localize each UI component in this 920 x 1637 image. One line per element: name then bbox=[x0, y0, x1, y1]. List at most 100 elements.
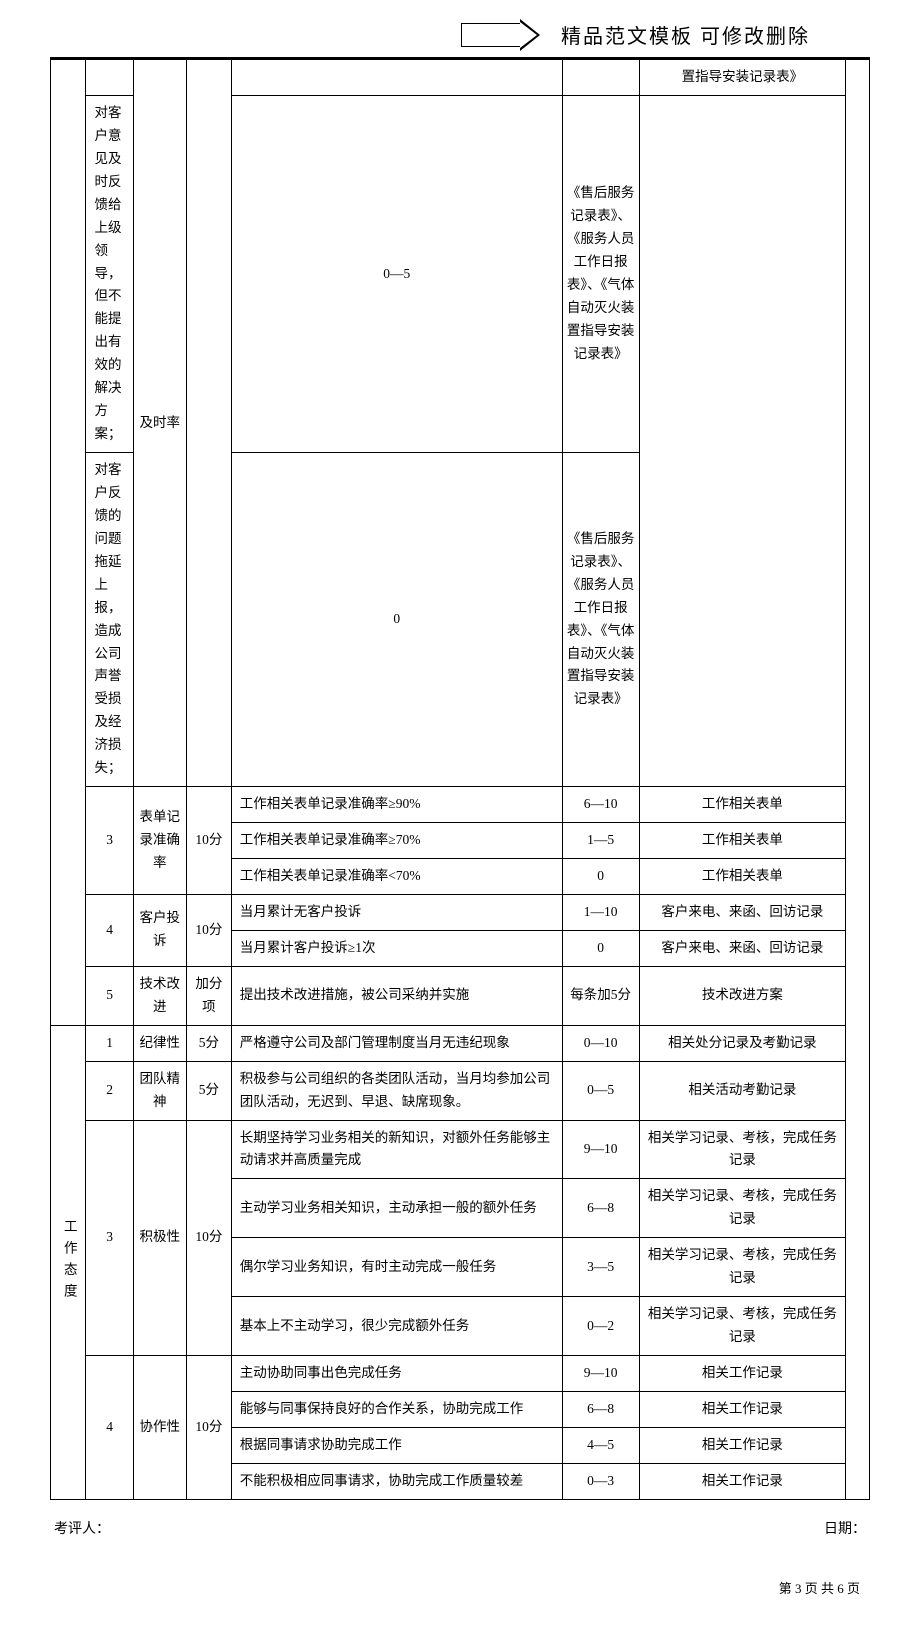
footer-row: 考评人： 日期： bbox=[50, 1518, 870, 1538]
table-cell: 相关学习记录、考核，完成任务记录 bbox=[639, 1120, 846, 1179]
table-cell: 4—5 bbox=[562, 1427, 639, 1463]
table-cell: 工作相关表单 bbox=[639, 823, 846, 859]
table-cell: 0—10 bbox=[562, 1025, 639, 1061]
table-cell: 9—10 bbox=[562, 1120, 639, 1179]
table-cell: 5分 bbox=[186, 1025, 231, 1061]
table-cell: 10分 bbox=[186, 894, 231, 966]
table-cell: 工作相关表单记录准确率<70% bbox=[231, 859, 562, 895]
table-cell: 工作态度 bbox=[51, 1025, 86, 1499]
table-cell bbox=[231, 60, 562, 96]
table-cell: 加分项 bbox=[186, 966, 231, 1025]
table-cell: 提出技术改进措施，被公司采纳并实施 bbox=[231, 966, 562, 1025]
table-cell: 技术改进方案 bbox=[639, 966, 846, 1025]
table-cell: 当月累计无客户投诉 bbox=[231, 894, 562, 930]
table-body: 及时率置指导安装记录表》对客户意见及时反馈给上级领导，但不能提出有效的解决方案；… bbox=[51, 60, 870, 1500]
table-row: 工作态度1纪律性5分严格遵守公司及部门管理制度当月无违纪现象0—10相关处分记录… bbox=[51, 1025, 870, 1061]
table-cell: 1 bbox=[86, 1025, 133, 1061]
table-cell: 4 bbox=[86, 894, 133, 966]
table-cell: 0 bbox=[562, 859, 639, 895]
table-cell: 工作相关表单记录准确率≥70% bbox=[231, 823, 562, 859]
table-cell: 对客户反馈的问题拖延上报，造成公司声誉受损及经济损失； bbox=[86, 453, 133, 787]
table-cell: 当月累计客户投诉≥1次 bbox=[231, 930, 562, 966]
table-cell: 3—5 bbox=[562, 1238, 639, 1297]
table-cell: 工作相关表单 bbox=[639, 859, 846, 895]
table-cell: 纪律性 bbox=[133, 1025, 186, 1061]
arrow-icon bbox=[461, 23, 521, 47]
table-row: 4客户投诉10分当月累计无客户投诉1—10客户来电、来函、回访记录 bbox=[51, 894, 870, 930]
table-cell: 客户投诉 bbox=[133, 894, 186, 966]
table-cell: 0 bbox=[562, 930, 639, 966]
table-cell: 相关活动考勤记录 bbox=[639, 1061, 846, 1120]
table-row: 4协作性10分主动协助同事出色完成任务9—10相关工作记录 bbox=[51, 1356, 870, 1392]
table-cell: 6—8 bbox=[562, 1391, 639, 1427]
table-cell: 客户来电、来函、回访记录 bbox=[639, 894, 846, 930]
table-cell: 每条加5分 bbox=[562, 966, 639, 1025]
table-cell: 置指导安装记录表》 bbox=[639, 60, 846, 96]
table-cell: 10分 bbox=[186, 1120, 231, 1356]
table-cell: 客户来电、来函、回访记录 bbox=[639, 930, 846, 966]
table-cell: 表单记录准确率 bbox=[133, 787, 186, 895]
table-cell: 3 bbox=[86, 787, 133, 895]
table-cell bbox=[86, 60, 133, 96]
table-cell: 6—8 bbox=[562, 1179, 639, 1238]
table-cell: 0—3 bbox=[562, 1463, 639, 1499]
table-cell: 相关学习记录、考核，完成任务记录 bbox=[639, 1179, 846, 1238]
table-cell: 0—2 bbox=[562, 1297, 639, 1356]
table-cell: 5 bbox=[86, 966, 133, 1025]
date-label: 日期： bbox=[824, 1518, 866, 1538]
table-cell: 相关工作记录 bbox=[639, 1463, 846, 1499]
table-cell: 1—10 bbox=[562, 894, 639, 930]
table-cell: 对客户意见及时反馈给上级领导，但不能提出有效的解决方案； bbox=[86, 95, 133, 452]
table-cell: 10分 bbox=[186, 1356, 231, 1500]
table-cell: 技术改进 bbox=[133, 966, 186, 1025]
table-cell: 《售后服务记录表》、《服务人员工作日报表》、《气体自动灭火装置指导安装记录表》 bbox=[562, 95, 639, 452]
table-row: 3积极性10分长期坚持学习业务相关的新知识，对额外任务能够主动请求并高质量完成9… bbox=[51, 1120, 870, 1179]
table-cell: 9—10 bbox=[562, 1356, 639, 1392]
table-row: 及时率置指导安装记录表》 bbox=[51, 60, 870, 96]
table-cell: 及时率 bbox=[133, 60, 186, 787]
table-cell: 协作性 bbox=[133, 1356, 186, 1500]
table-cell: 偶尔学习业务知识，有时主动完成一般任务 bbox=[231, 1238, 562, 1297]
table-cell: 2 bbox=[86, 1061, 133, 1120]
table-cell: 严格遵守公司及部门管理制度当月无违纪现象 bbox=[231, 1025, 562, 1061]
table-cell: 0—5 bbox=[231, 95, 562, 452]
reviewer-label: 考评人： bbox=[54, 1518, 110, 1538]
table-cell: 4 bbox=[86, 1356, 133, 1500]
table-cell: 5分 bbox=[186, 1061, 231, 1120]
header-section: 精品范文模板 可修改删除 bbox=[50, 20, 870, 49]
table-cell: 0 bbox=[231, 453, 562, 787]
table-cell: 工作相关表单 bbox=[639, 787, 846, 823]
table-cell: 相关工作记录 bbox=[639, 1356, 846, 1392]
table-row: 2团队精神5分积极参与公司组织的各类团队活动，当月均参加公司团队活动，无迟到、早… bbox=[51, 1061, 870, 1120]
table-cell: 《售后服务记录表》、《服务人员工作日报表》、《气体自动灭火装置指导安装记录表》 bbox=[562, 453, 639, 787]
table-cell: 相关学习记录、考核，完成任务记录 bbox=[639, 1297, 846, 1356]
table-cell: 基本上不主动学习，很少完成额外任务 bbox=[231, 1297, 562, 1356]
table-cell: 主动协助同事出色完成任务 bbox=[231, 1356, 562, 1392]
table-cell: 积极参与公司组织的各类团队活动，当月均参加公司团队活动，无迟到、早退、缺席现象。 bbox=[231, 1061, 562, 1120]
table-cell bbox=[186, 60, 231, 787]
table-cell: 积极性 bbox=[133, 1120, 186, 1356]
table-row: 3表单记录准确率10分工作相关表单记录准确率≥90%6—10工作相关表单 bbox=[51, 787, 870, 823]
table-cell: 根据同事请求协助完成工作 bbox=[231, 1427, 562, 1463]
table-cell bbox=[51, 60, 86, 1026]
evaluation-table: 及时率置指导安装记录表》对客户意见及时反馈给上级领导，但不能提出有效的解决方案；… bbox=[50, 59, 870, 1500]
table-cell: 相关工作记录 bbox=[639, 1391, 846, 1427]
table-cell: 相关工作记录 bbox=[639, 1427, 846, 1463]
table-cell: 3 bbox=[86, 1120, 133, 1356]
table-cell bbox=[562, 60, 639, 96]
header-title: 精品范文模板 可修改删除 bbox=[561, 20, 810, 49]
page-number: 第 3 页 共 6 页 bbox=[50, 1578, 870, 1597]
table-cell: 团队精神 bbox=[133, 1061, 186, 1120]
table-cell: 10分 bbox=[186, 787, 231, 895]
table-row: 5技术改进加分项提出技术改进措施，被公司采纳并实施每条加5分技术改进方案 bbox=[51, 966, 870, 1025]
table-cell: 0—5 bbox=[562, 1061, 639, 1120]
table-cell: 工作相关表单记录准确率≥90% bbox=[231, 787, 562, 823]
table-cell: 1—5 bbox=[562, 823, 639, 859]
table-cell: 能够与同事保持良好的合作关系，协助完成工作 bbox=[231, 1391, 562, 1427]
table-cell: 6—10 bbox=[562, 787, 639, 823]
table-cell: 不能积极相应同事请求，协助完成工作质量较差 bbox=[231, 1463, 562, 1499]
table-cell: 相关学习记录、考核，完成任务记录 bbox=[639, 1238, 846, 1297]
table-cell: 长期坚持学习业务相关的新知识，对额外任务能够主动请求并高质量完成 bbox=[231, 1120, 562, 1179]
table-cell: 主动学习业务相关知识，主动承担一般的额外任务 bbox=[231, 1179, 562, 1238]
table-cell: 相关处分记录及考勤记录 bbox=[639, 1025, 846, 1061]
